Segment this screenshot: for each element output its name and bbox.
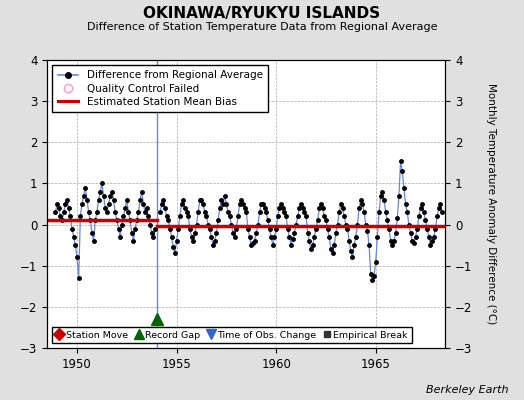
Text: Berkeley Earth: Berkeley Earth (426, 385, 508, 395)
Legend: Station Move, Record Gap, Time of Obs. Change, Empirical Break: Station Move, Record Gap, Time of Obs. C… (52, 327, 412, 343)
Y-axis label: Monthly Temperature Anomaly Difference (°C): Monthly Temperature Anomaly Difference (… (486, 83, 496, 325)
Text: OKINAWA/RYUKYU ISLANDS: OKINAWA/RYUKYU ISLANDS (144, 6, 380, 21)
Text: Difference of Station Temperature Data from Regional Average: Difference of Station Temperature Data f… (87, 22, 437, 32)
